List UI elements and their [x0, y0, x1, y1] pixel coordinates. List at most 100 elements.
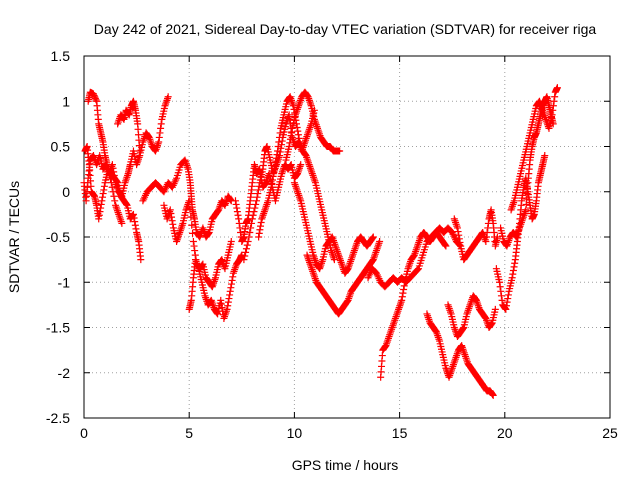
data-point-series-17 — [484, 224, 492, 232]
data-point-series-2 — [108, 183, 116, 191]
data-point-series-9 — [255, 229, 263, 237]
y-tick-label: -0.5 — [46, 229, 70, 245]
data-point-series-10 — [288, 128, 296, 136]
data-point-series-14 — [400, 282, 408, 290]
y-tick-label: -2.5 — [46, 410, 70, 426]
data-point-series-11 — [369, 233, 377, 241]
data-point-series-2 — [107, 179, 115, 187]
data-point-series-7 — [232, 200, 240, 208]
data-point-series-1 — [137, 256, 145, 264]
data-point-series-17 — [482, 238, 490, 246]
data-point-series-16 — [491, 305, 499, 313]
data-point-series-17 — [456, 238, 464, 246]
data-point-series-2 — [106, 171, 114, 179]
data-point-series-4 — [205, 229, 213, 237]
data-point-series-0 — [155, 133, 163, 141]
data-point-series-2 — [118, 219, 126, 227]
data-point-series-1 — [99, 193, 107, 201]
data-point-series-2 — [103, 161, 111, 169]
data-point-series-6 — [224, 302, 232, 310]
y-tick-labels: 1.5 1 0.5 0 -0.5 -1 -1.5 -2 -2.5 — [46, 48, 70, 426]
data-point-series-0 — [164, 93, 172, 101]
data-point-series-18 — [508, 274, 516, 282]
data-point-series-1 — [113, 178, 121, 186]
data-point-series-9 — [276, 129, 284, 137]
data-point-series-18 — [497, 287, 505, 295]
data-point-series-18 — [509, 270, 517, 278]
data-point-series-5 — [166, 206, 174, 214]
y-tick-label: -1.5 — [46, 320, 70, 336]
data-point-series-9 — [272, 158, 280, 166]
data-point-series-10 — [286, 139, 294, 147]
data-point-series-9 — [270, 169, 278, 177]
y-axis-label: SDTVAR / TECUs — [6, 181, 22, 293]
data-point-series-9 — [294, 127, 302, 135]
data-point-series-8 — [242, 245, 250, 253]
data-point-series-3 — [136, 147, 144, 155]
data-point-series-1 — [97, 204, 105, 212]
data-point-series-14 — [399, 289, 407, 297]
data-point-series-1 — [123, 200, 131, 208]
data-point-series-0 — [157, 120, 165, 128]
data-point-series-8 — [278, 137, 286, 145]
data-point-series-2 — [104, 164, 112, 172]
data-point-series-5 — [167, 209, 175, 217]
data-point-series-18 — [502, 305, 510, 313]
data-point-series-8 — [241, 252, 249, 260]
data-point-series-6 — [224, 298, 232, 306]
data-points — [80, 84, 561, 399]
data-point-series-18 — [502, 302, 510, 310]
data-point-series-1 — [129, 210, 137, 218]
data-point-series-7 — [237, 228, 245, 236]
y-tick-label: -1 — [58, 274, 71, 290]
data-point-series-9 — [257, 219, 265, 227]
data-point-series-7 — [235, 219, 243, 227]
x-axis-label: GPS time / hours — [292, 457, 399, 473]
data-point-series-2 — [105, 168, 113, 176]
data-point-series-13 — [414, 266, 422, 274]
y-tick-label: -2 — [58, 365, 71, 381]
data-point-series-9 — [268, 180, 276, 188]
x-tick-label: 15 — [392, 425, 408, 441]
data-point-series-8 — [247, 224, 255, 232]
data-point-series-7 — [231, 197, 239, 205]
data-point-series-14 — [400, 285, 408, 293]
x-tick-label: 20 — [497, 425, 513, 441]
data-point-series-8 — [252, 200, 260, 208]
data-point-series-14 — [441, 241, 449, 249]
data-point-series-5 — [168, 213, 176, 221]
data-point-series-8 — [286, 115, 294, 123]
data-point-series-6 — [223, 305, 231, 313]
data-point-series-0 — [156, 129, 164, 137]
data-point-series-6 — [217, 296, 225, 304]
data-point-series-20 — [551, 93, 559, 101]
data-point-series-5 — [168, 217, 176, 225]
data-point-series-17 — [493, 233, 501, 241]
data-point-series-9 — [272, 154, 280, 162]
data-point-series-15 — [489, 390, 497, 398]
data-point-series-7 — [233, 208, 241, 216]
data-point-series-8 — [253, 193, 261, 201]
data-point-series-9 — [269, 176, 277, 184]
data-point-series-1 — [95, 211, 103, 219]
data-point-series-5 — [169, 220, 177, 228]
data-point-series-1 — [131, 218, 139, 226]
data-point-series-8 — [247, 219, 255, 227]
data-point-series-7 — [297, 161, 305, 169]
data-point-series-9 — [275, 138, 283, 146]
x-tick-label: 10 — [287, 425, 303, 441]
data-point-series-1 — [96, 208, 104, 216]
data-point-series-1 — [131, 221, 139, 229]
data-point-series-6 — [229, 273, 237, 281]
data-point-series-8 — [251, 204, 259, 212]
data-point-series-6 — [227, 280, 235, 288]
data-point-series-5 — [189, 229, 197, 237]
x-tick-label: 0 — [80, 425, 88, 441]
data-point-series-5 — [227, 238, 235, 246]
data-point-series-10 — [285, 143, 293, 150]
data-point-series-18 — [541, 152, 549, 160]
data-point-series-8 — [240, 256, 248, 264]
data-point-series-18 — [496, 278, 504, 286]
data-point-series-6 — [226, 291, 234, 299]
data-point-series-18 — [496, 283, 504, 291]
